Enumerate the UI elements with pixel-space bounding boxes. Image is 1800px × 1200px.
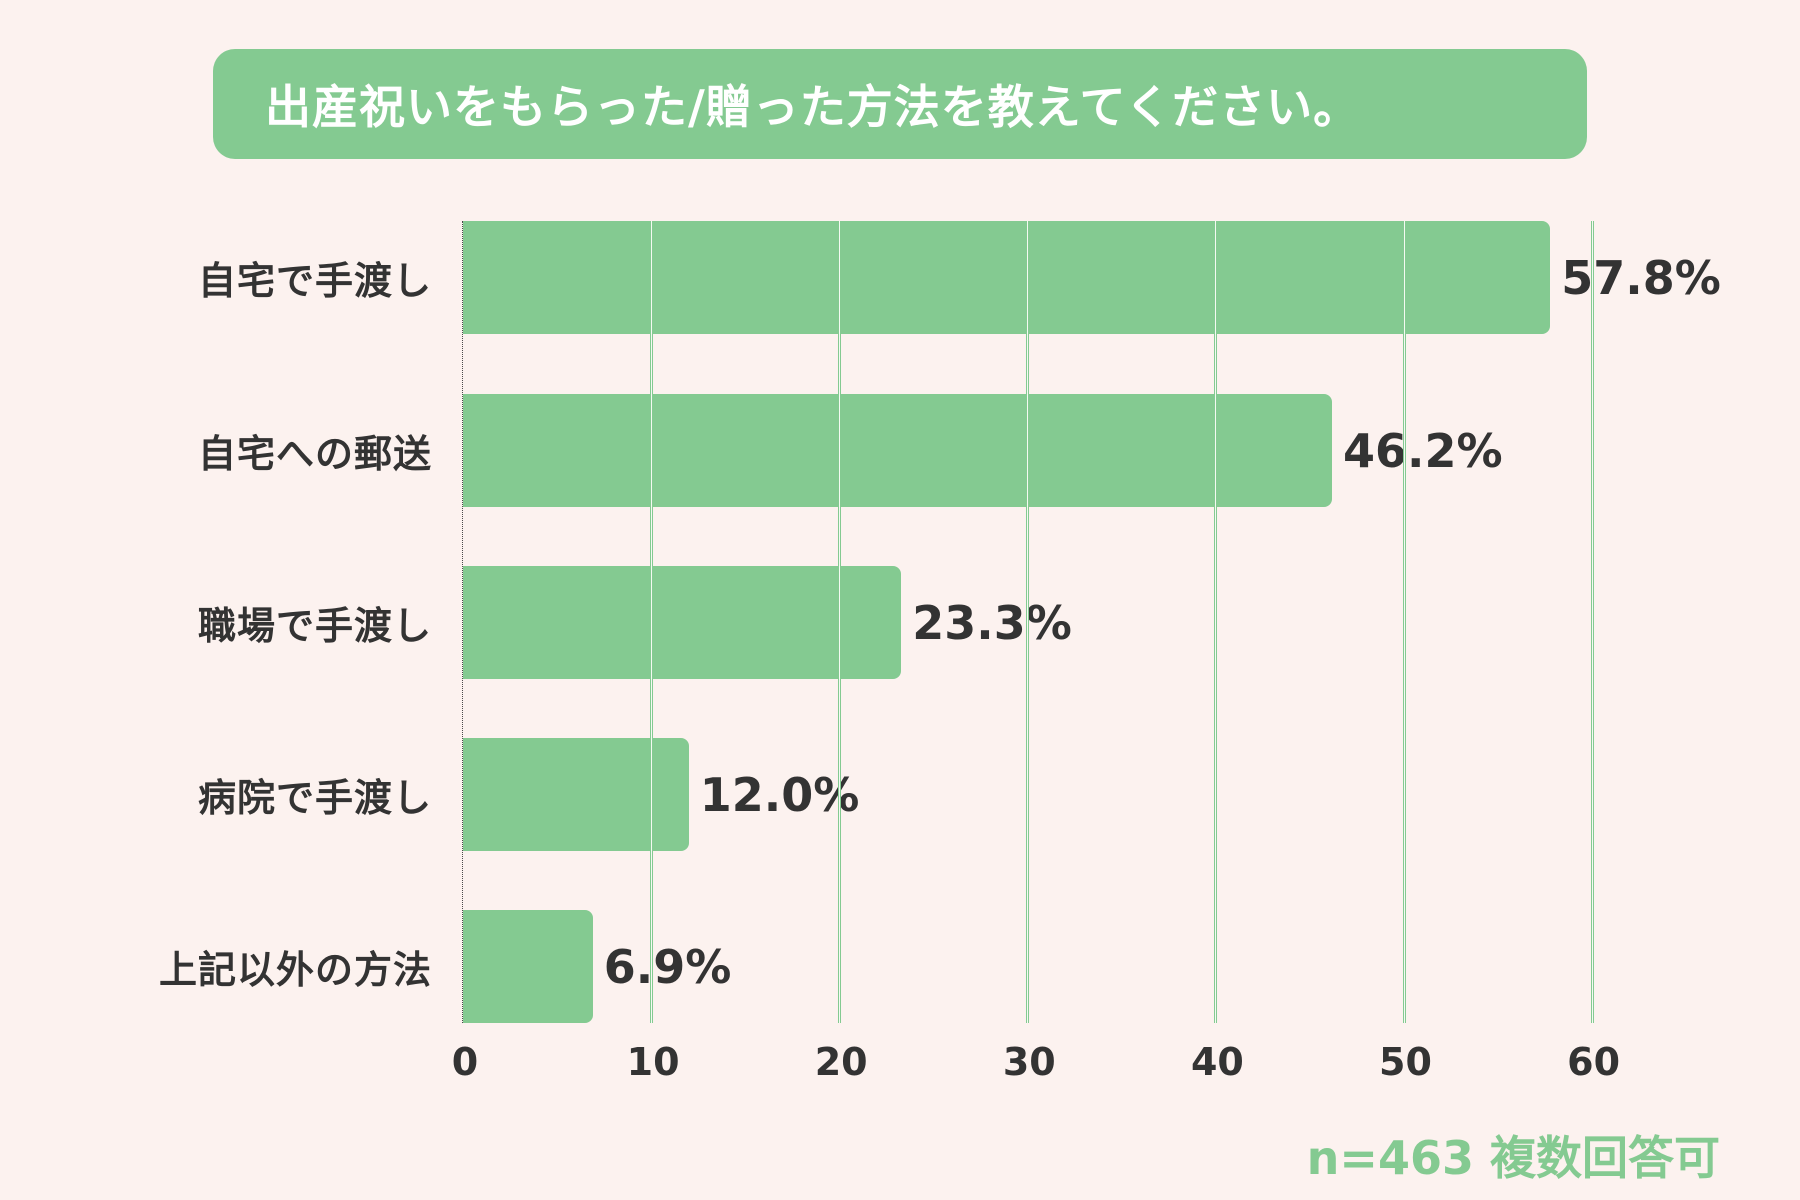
gridline-60 [1590,221,1594,1023]
value-label: 12.0% [699,767,860,822]
sample-size-note: n=463 複数回答可 [1306,1131,1720,1185]
value-label: 57.8% [1561,250,1721,305]
value-label: 46.2% [1343,423,1503,478]
value-label: 6.9% [603,939,732,994]
bar [463,221,1551,334]
category-label: 職場で手渡し [197,604,432,648]
gridline-20 [838,221,842,1023]
bar [463,738,689,851]
bar [463,566,902,679]
bar [463,910,593,1023]
x-tick-label: 60 [1567,1040,1621,1084]
category-label: 上記以外の方法 [158,948,432,992]
category-label: 病院で手渡し [197,776,432,820]
x-tick-label: 0 [451,1040,479,1084]
x-tick-label: 20 [814,1040,868,1084]
y-axis-line [462,221,463,1023]
bar [463,394,1333,507]
x-tick-label: 30 [1002,1040,1056,1084]
x-tick-label: 10 [626,1040,680,1084]
x-tick-label: 40 [1190,1040,1244,1084]
gridline-50 [1402,221,1406,1023]
category-label: 自宅で手渡し [197,259,432,303]
chart-title: 出産祝いをもらった/贈った方法を教えてください。 [265,80,1361,134]
category-label: 自宅への郵送 [197,432,432,476]
chart-title-banner: 出産祝いをもらった/贈った方法を教えてください。 [213,49,1587,159]
value-label: 23.3% [912,595,1072,650]
gridline-30 [1026,221,1030,1023]
x-tick-label: 50 [1379,1040,1432,1084]
gridline-10 [650,221,654,1023]
gridline-40 [1214,221,1218,1023]
